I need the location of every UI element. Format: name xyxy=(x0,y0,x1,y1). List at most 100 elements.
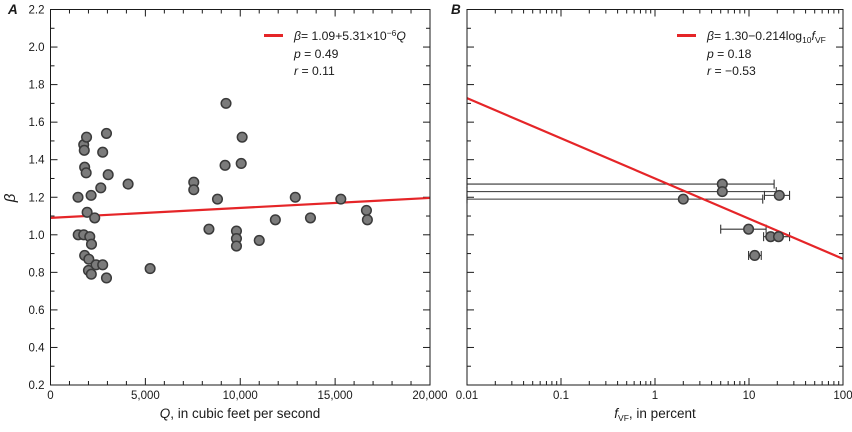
x-tick-label: 5,000 xyxy=(131,390,160,402)
x-tick-label: 10,000 xyxy=(223,390,258,402)
x-tick-label: 10 xyxy=(743,390,756,402)
data-point xyxy=(716,186,728,198)
x-axis-label-b: fVF, in percent xyxy=(467,406,843,423)
y-axis-label-beta: β xyxy=(1,193,19,203)
x-tick-label: 0.01 xyxy=(456,390,478,402)
data-point xyxy=(304,212,317,224)
data-point xyxy=(72,191,84,203)
y-tick-label: 0.6 xyxy=(29,305,45,317)
data-point xyxy=(122,178,134,190)
data-point xyxy=(235,157,247,170)
data-point xyxy=(743,223,755,235)
data-point xyxy=(236,131,248,143)
x-tick-label: 1 xyxy=(652,390,658,402)
p-value: = 0.49 xyxy=(300,47,339,61)
y-tick-label: 0.4 xyxy=(29,342,46,354)
r-value: = 0.11 xyxy=(298,64,335,78)
data-point xyxy=(289,191,301,203)
x-axis-label-b-text: , in percent xyxy=(628,406,696,421)
data-point xyxy=(89,212,101,224)
data-point xyxy=(361,214,373,226)
data-point xyxy=(220,97,232,109)
legend-b-r-value: r = −0.53 xyxy=(707,63,826,80)
data-point xyxy=(360,204,372,216)
regression-line xyxy=(50,196,431,220)
regression-line xyxy=(466,97,844,260)
x-tick-label: 100 xyxy=(833,390,852,402)
x-axis-label-a-text: , in cubic feet per second xyxy=(170,406,321,421)
legend-panel-b: β= 1.30−0.214log10fVF p = 0.18 r = −0.53 xyxy=(677,28,826,80)
data-point xyxy=(85,238,98,250)
x-axis-label-b-symbol: f xyxy=(614,406,619,421)
data-point xyxy=(81,131,93,143)
p-symbol: p xyxy=(707,47,714,61)
x-tick-label: 0.1 xyxy=(553,390,569,402)
data-point xyxy=(269,214,281,226)
exponent: −6 xyxy=(386,27,397,38)
data-point xyxy=(81,206,93,218)
legend-a-r-value: r = 0.11 xyxy=(294,63,406,80)
data-point xyxy=(749,249,761,262)
beta-symbol: β xyxy=(707,29,714,43)
data-point xyxy=(83,253,95,265)
legend-b-p-value: p = 0.18 xyxy=(707,46,826,63)
y-tick-label: 2.2 xyxy=(29,5,45,17)
q-symbol: Q xyxy=(396,29,406,43)
r-symbol: r xyxy=(294,64,299,78)
data-point xyxy=(78,144,90,156)
data-point xyxy=(211,193,224,205)
beta-symbol: β xyxy=(294,29,301,43)
data-point xyxy=(203,223,215,235)
log-base-subscript: 10 xyxy=(802,35,812,45)
legend-a-p-value: p = 0.49 xyxy=(294,46,406,63)
data-point xyxy=(335,193,347,205)
r-symbol: r xyxy=(707,64,712,78)
legend-panel-a: β= 1.09+5.31×10−6Q p = 0.49 r = 0.11 xyxy=(264,28,406,80)
panel-b-label: B xyxy=(451,2,461,17)
plot-frame xyxy=(466,9,844,386)
x-tick-label: 0 xyxy=(47,390,53,402)
y-tick-label: 1.0 xyxy=(29,230,45,242)
p-symbol: p xyxy=(294,47,301,61)
y-tick-label: 0.2 xyxy=(29,380,45,392)
y-tick-label: 1.8 xyxy=(29,80,45,92)
data-point xyxy=(85,268,97,280)
regression-line-swatch-b xyxy=(677,34,696,37)
data-point xyxy=(100,272,113,284)
y-tick-label: 1.2 xyxy=(29,192,45,204)
data-point xyxy=(80,167,92,179)
x-tick-label: 20,000 xyxy=(412,390,447,402)
x-axis-label-b-subscript: VF xyxy=(618,413,629,423)
data-point xyxy=(773,189,785,201)
data-point xyxy=(100,127,113,139)
vf-subscript: VF xyxy=(814,35,826,45)
y-tick-label: 2.0 xyxy=(29,42,45,54)
data-point xyxy=(102,169,114,181)
x-axis-label-a-symbol: Q xyxy=(159,406,171,421)
data-point xyxy=(188,184,200,196)
r-value: = −0.53 xyxy=(711,64,756,78)
p-value: = 0.18 xyxy=(713,47,752,61)
data-point xyxy=(219,159,231,171)
f-symbol: f xyxy=(811,29,815,43)
data-point xyxy=(97,259,109,271)
y-tick-label: 1.6 xyxy=(29,117,45,129)
y-tick-label: 0.8 xyxy=(29,267,45,279)
data-point xyxy=(772,231,785,243)
data-point xyxy=(677,193,689,205)
equation-body: = 1.30−0.214log xyxy=(713,29,803,43)
data-point xyxy=(95,182,107,194)
data-point xyxy=(97,146,109,158)
data-point xyxy=(144,263,156,275)
panel-a-label: A xyxy=(8,2,18,17)
plot-frame xyxy=(50,9,431,386)
equation-body: = 1.09+5.31×10 xyxy=(300,29,387,43)
data-point xyxy=(85,189,97,201)
data-point xyxy=(230,240,243,252)
x-tick-label: 15,000 xyxy=(318,390,353,402)
x-axis-label-a: Q, in cubic feet per second xyxy=(50,406,430,421)
legend-b-equation: β= 1.30−0.214log10fVF xyxy=(707,28,826,46)
data-point xyxy=(253,234,265,246)
